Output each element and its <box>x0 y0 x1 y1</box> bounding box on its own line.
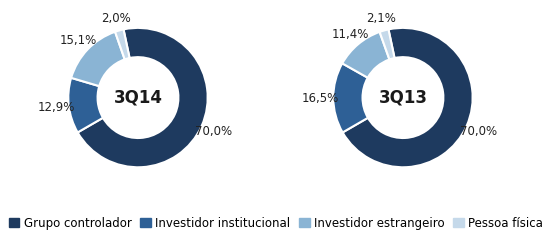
Text: 16,5%: 16,5% <box>302 91 339 104</box>
Circle shape <box>367 61 439 134</box>
Text: 70,0%: 70,0% <box>459 124 497 138</box>
Wedge shape <box>380 30 395 60</box>
Wedge shape <box>68 78 103 132</box>
Wedge shape <box>115 30 130 60</box>
Legend: Grupo controlador, Investidor institucional, Investidor estrangeiro, Pessoa físi: Grupo controlador, Investidor institucio… <box>6 214 546 232</box>
Wedge shape <box>343 28 473 167</box>
Wedge shape <box>71 32 125 86</box>
Wedge shape <box>333 63 368 132</box>
Text: 3Q14: 3Q14 <box>114 89 162 107</box>
Text: 11,4%: 11,4% <box>331 28 369 41</box>
Text: 2,0%: 2,0% <box>101 12 131 25</box>
Text: 2,1%: 2,1% <box>365 12 396 25</box>
Wedge shape <box>342 32 389 78</box>
Text: 12,9%: 12,9% <box>38 101 75 114</box>
Text: 3Q13: 3Q13 <box>379 89 427 107</box>
Text: 70,0%: 70,0% <box>194 124 232 138</box>
Text: 15,1%: 15,1% <box>60 34 97 47</box>
Wedge shape <box>78 28 208 167</box>
Circle shape <box>102 61 174 134</box>
